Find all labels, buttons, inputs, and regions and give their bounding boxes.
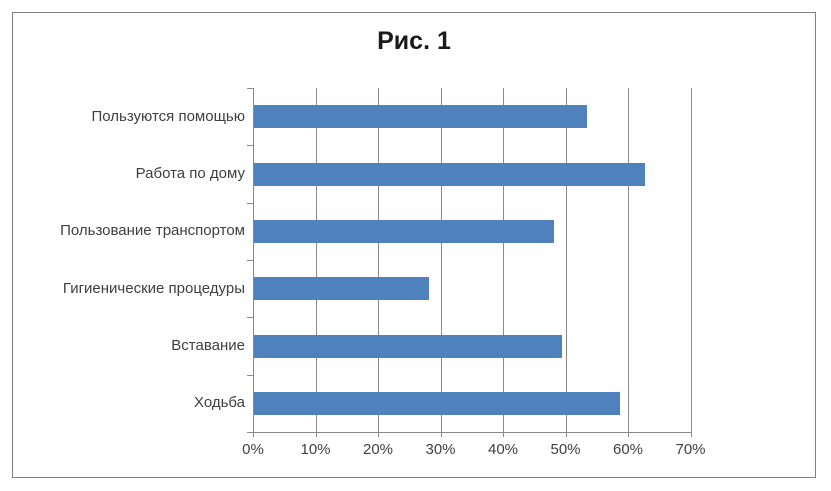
- gridline-vertical: [690, 88, 692, 432]
- gridline-vertical: [503, 88, 504, 432]
- x-axis-tick-label: 0%: [242, 441, 264, 458]
- category-label: Гигиенические процедуры: [62, 279, 245, 297]
- y-axis-tick: [247, 432, 253, 433]
- category-label: Пользование транспортом: [60, 222, 245, 240]
- bar: [254, 105, 588, 129]
- y-axis-tick: [247, 374, 253, 376]
- y-axis-tick: [247, 145, 253, 147]
- x-axis-tick: [503, 432, 504, 437]
- x-axis-tick: [378, 432, 379, 437]
- x-axis-tick-label: 30%: [425, 441, 456, 458]
- y-axis-tick: [247, 317, 253, 319]
- gridline-vertical: [628, 88, 629, 432]
- y-axis-tick: [247, 260, 253, 261]
- gridline-vertical: [440, 88, 442, 432]
- x-axis-tick-label: 20%: [362, 441, 394, 458]
- category-label: Пользуются помощью: [91, 107, 245, 125]
- x-axis-tick: [253, 432, 254, 437]
- y-axis-tick: [247, 202, 253, 204]
- bar: [254, 219, 554, 243]
- y-axis-line: [253, 88, 254, 432]
- gridline-vertical: [565, 88, 567, 432]
- x-axis-tick-label: 40%: [487, 441, 519, 458]
- x-axis-tick-label: 60%: [612, 441, 644, 458]
- bar: [254, 277, 429, 301]
- x-axis-tick: [690, 432, 692, 437]
- x-axis-tick: [628, 432, 629, 437]
- x-axis-tick: [315, 432, 317, 437]
- chart-title: Рис. 1: [377, 27, 451, 55]
- bar: [254, 391, 620, 415]
- x-axis-line: [253, 432, 691, 433]
- x-axis-tick: [565, 432, 567, 437]
- gridline-vertical: [315, 88, 317, 432]
- x-axis-tick-label: 50%: [550, 441, 581, 458]
- y-axis-tick: [247, 88, 253, 89]
- bar: [254, 334, 563, 358]
- x-axis-tick: [440, 432, 442, 437]
- category-label: Работа по дому: [135, 165, 245, 182]
- x-axis-tick-label: 70%: [675, 441, 706, 458]
- category-label: Ходьба: [193, 394, 245, 412]
- gridline-vertical: [378, 88, 379, 432]
- category-label: Вставание: [171, 337, 245, 354]
- x-axis-tick-label: 10%: [300, 441, 331, 458]
- bar: [254, 162, 645, 186]
